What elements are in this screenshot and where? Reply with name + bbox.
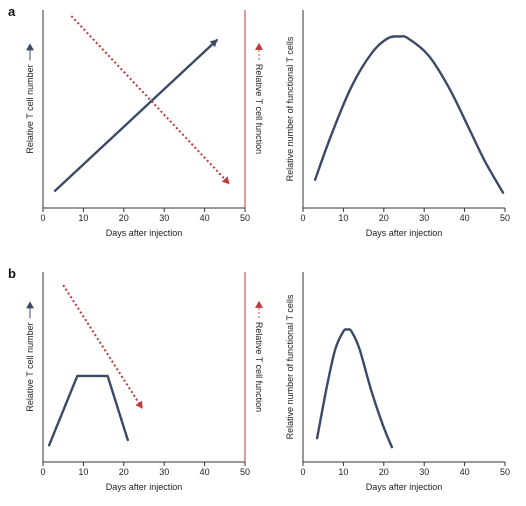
x-axis-label: Days after injection xyxy=(106,228,183,238)
x-tick-label: 50 xyxy=(500,213,510,223)
x-tick-label: 10 xyxy=(78,467,88,477)
y-axis-label: Relative number of functional T cells xyxy=(285,294,295,439)
panels-layer: a 0 10 20 30 40 50 Days after injection Relative… xyxy=(8,4,510,492)
x-tick-label: 10 xyxy=(78,213,88,223)
x-tick-label: 30 xyxy=(419,467,429,477)
y-axis-label-group: Relative T cell number xyxy=(25,301,35,412)
x-tick-label: 20 xyxy=(379,467,389,477)
x-tick-label: 0 xyxy=(40,467,45,477)
x-tick-label: 40 xyxy=(200,467,210,477)
x-tick-label: 50 xyxy=(500,467,510,477)
y-axis-label-group: Relative T cell number xyxy=(25,43,35,154)
series-line-function xyxy=(62,284,143,409)
x-tick-label: 40 xyxy=(200,213,210,223)
series-line-function xyxy=(70,15,230,185)
y-axis-label: Relative T cell number xyxy=(25,64,35,153)
right-y-axis-label: Relative T cell function xyxy=(254,64,264,154)
x-tick-label: 20 xyxy=(379,213,389,223)
x-tick-label: 0 xyxy=(300,467,305,477)
right-y-axis-label-group: Relative T cell function xyxy=(254,42,264,154)
right-y-axis-label-group: Relative T cell function xyxy=(254,300,264,412)
x-tick-label: 30 xyxy=(159,467,169,477)
chart-panel-b-right: 0 10 20 30 40 50 Days after injection Relative … xyxy=(285,272,510,492)
x-tick-label: 30 xyxy=(159,213,169,223)
x-axis-label: Days after injection xyxy=(106,482,183,492)
y-axis-label-group: Relative number of functional T cells xyxy=(285,294,295,439)
y-axis-label: Relative T cell number xyxy=(25,322,35,411)
right-y-axis-label: Relative T cell function xyxy=(254,322,264,412)
chart-panel-a: a 0 10 20 30 40 50 Days after injection Relative… xyxy=(8,4,264,238)
x-tick-label: 10 xyxy=(338,213,348,223)
series-line-number xyxy=(47,374,129,447)
x-tick-label: 50 xyxy=(240,213,250,223)
x-axis-label: Days after injection xyxy=(366,228,443,238)
x-tick-label: 10 xyxy=(338,467,348,477)
x-tick-label: 20 xyxy=(119,467,129,477)
y-axis-label-group: Relative number of functional T cells xyxy=(285,36,295,181)
x-tick-label: 30 xyxy=(419,213,429,223)
chart-panel-b: b 0 10 20 30 40 50 Days after injection Relative… xyxy=(8,266,264,492)
chart-panel-a-right: 0 10 20 30 40 50 Days after injection Relative … xyxy=(285,10,510,238)
x-tick-label: 0 xyxy=(300,213,305,223)
x-tick-label: 0 xyxy=(40,213,45,223)
x-tick-label: 20 xyxy=(119,213,129,223)
series-line-number xyxy=(53,39,218,192)
x-tick-label: 40 xyxy=(460,213,470,223)
y-axis-label: Relative number of functional T cells xyxy=(285,36,295,181)
x-tick-label: 40 xyxy=(460,467,470,477)
series-line-number xyxy=(313,35,505,194)
panel-letter: a xyxy=(8,4,16,19)
panel-letter: b xyxy=(8,266,16,281)
series-line-number xyxy=(315,328,394,449)
x-tick-label: 50 xyxy=(240,467,250,477)
x-axis-label: Days after injection xyxy=(366,482,443,492)
